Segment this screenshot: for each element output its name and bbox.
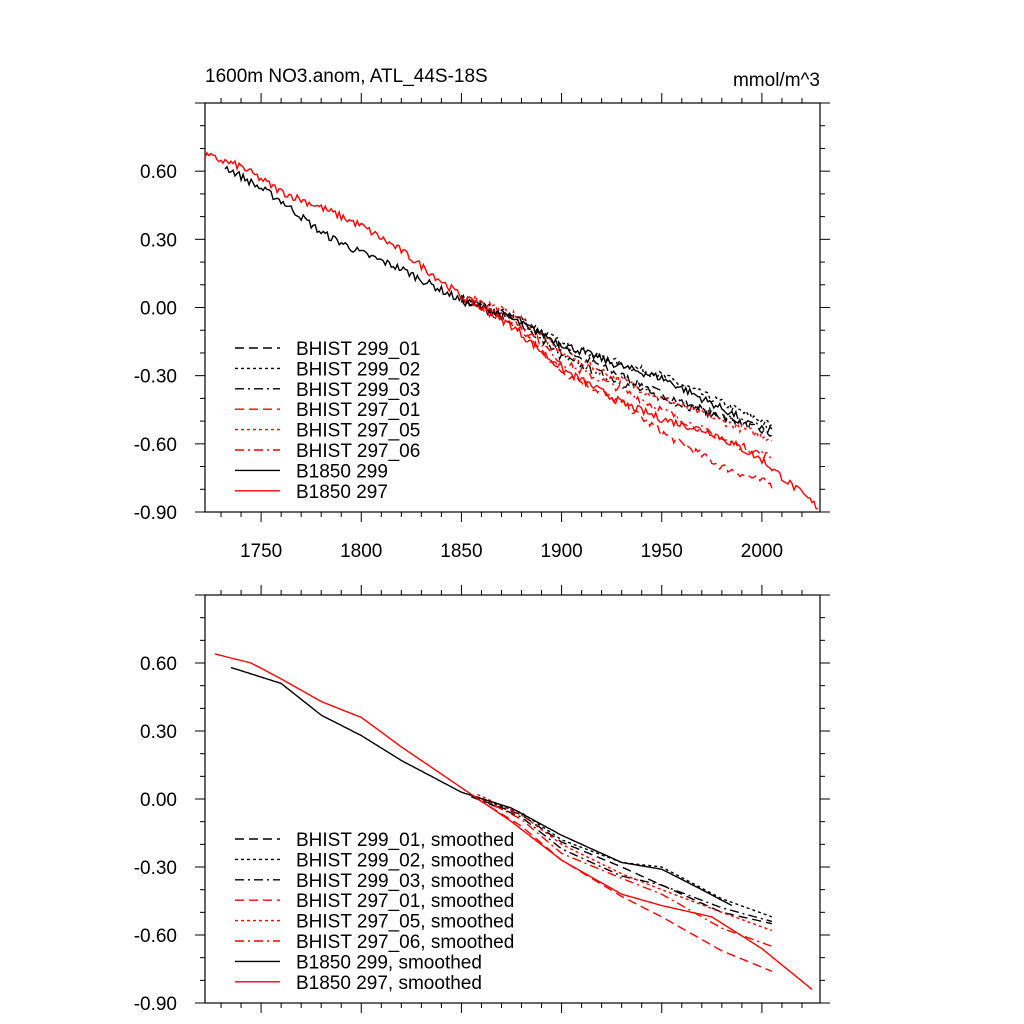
- y-tick-label: 0.30: [140, 230, 177, 251]
- legend-label: BHIST 297_01: [296, 400, 420, 421]
- y-tick-label: -0.30: [134, 367, 177, 388]
- chart-title: 1600m NO3.anom, ATL_44S-18S: [205, 66, 488, 87]
- series-line: [471, 796, 773, 923]
- legend-label: BHIST 297_05, smoothed: [296, 912, 514, 933]
- y-tick-label: 0.00: [140, 790, 177, 811]
- legend-label: BHIST 299_01, smoothed: [296, 830, 514, 851]
- y-tick-label: 0.30: [140, 722, 177, 743]
- series-line: [214, 653, 813, 990]
- legend-label: B1850 299: [296, 461, 388, 482]
- y-tick-label: -0.90: [134, 994, 177, 1015]
- legend-label: BHIST 299_01: [296, 339, 420, 360]
- y-tick-label: -0.90: [134, 503, 177, 524]
- y-tick-label: 0.60: [140, 654, 177, 675]
- series-line: [477, 796, 773, 947]
- series-line: [470, 297, 773, 489]
- legend-label: BHIST 297_06, smoothed: [296, 932, 514, 953]
- legend-label: BHIST 299_03: [296, 380, 420, 401]
- top-panel: 1750 1800 1850 1900 1950 2000 0.60 0.30 0.00 -0.3…: [134, 93, 830, 562]
- series-line: [471, 796, 773, 925]
- x-tick-label: 1850: [440, 541, 482, 562]
- legend-label: B1850 297, smoothed: [296, 973, 482, 994]
- legend-label: BHIST 299_02: [296, 359, 420, 380]
- legend-label: BHIST 297_06: [296, 441, 420, 462]
- x-tick-label: 1750: [240, 541, 282, 562]
- legend-label: BHIST 299_03, smoothed: [296, 871, 514, 892]
- series-line: [477, 798, 773, 972]
- x-tick-label: 2000: [741, 541, 783, 562]
- y-tick-label: -0.30: [134, 858, 177, 879]
- legend-label: BHIST 299_02, smoothed: [296, 850, 514, 871]
- series-line: [470, 298, 773, 461]
- series-line: [204, 151, 819, 510]
- legend-label: BHIST 297_05: [296, 421, 420, 442]
- y-tick-label: 0.60: [140, 162, 177, 183]
- series-line: [230, 666, 733, 907]
- x-tick-label: 1800: [340, 541, 382, 562]
- series-line: [460, 293, 773, 437]
- legend-label: B1850 297: [296, 482, 388, 503]
- chart-units: mmol/m^3: [733, 70, 820, 91]
- series-line: [470, 292, 773, 442]
- x-tick-label: 1900: [540, 541, 582, 562]
- series-line: [471, 796, 773, 918]
- series-line: [477, 793, 773, 932]
- bottom-panel: 0.60 0.30 0.00 -0.30 -0.60 -0.90 BHIST 299_01,…: [134, 585, 830, 1015]
- x-tick-label: 1950: [641, 541, 683, 562]
- series-line: [460, 294, 773, 428]
- y-tick-label: -0.60: [134, 926, 177, 947]
- y-tick-label: 0.00: [140, 299, 177, 320]
- legend-label: BHIST 297_01, smoothed: [296, 891, 514, 912]
- y-tick-label: -0.60: [134, 435, 177, 456]
- legend-label: B1850 299, smoothed: [296, 952, 482, 973]
